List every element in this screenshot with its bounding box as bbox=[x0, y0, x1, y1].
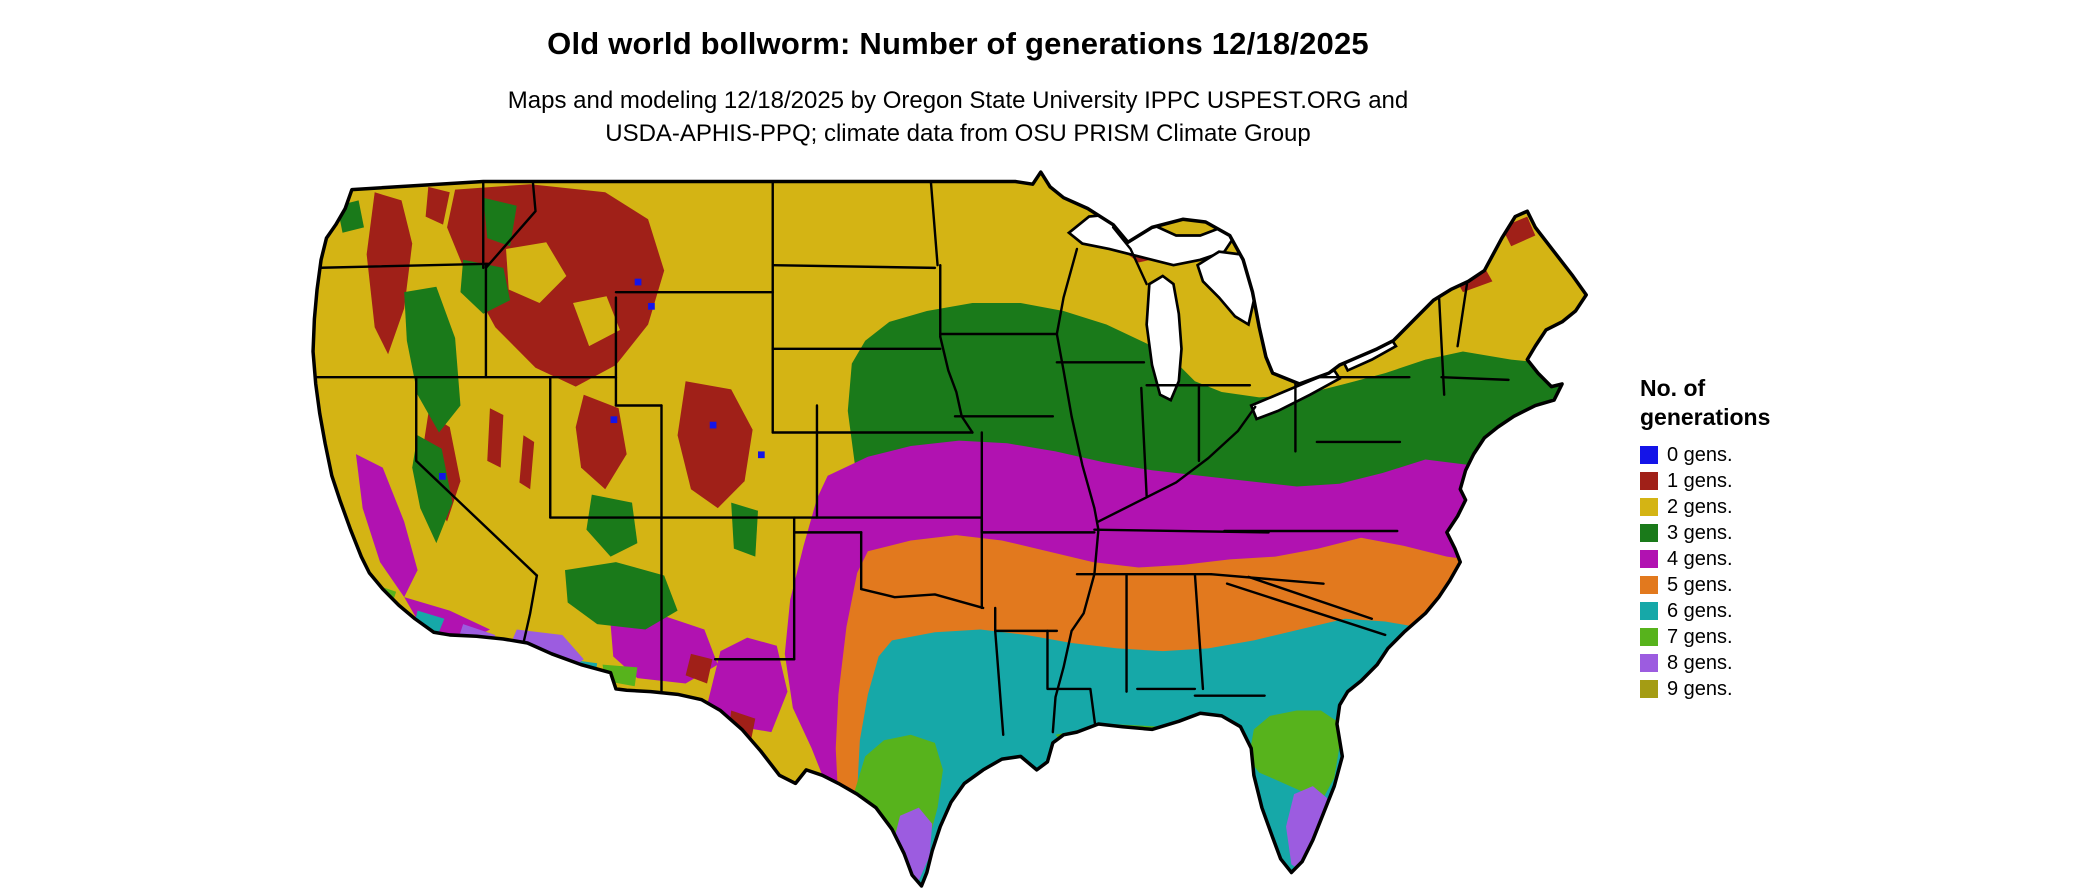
legend-title: No. of generations bbox=[1640, 374, 1860, 432]
region-1-gens-s-nm bbox=[685, 653, 713, 684]
region-3-gens-or-cascades bbox=[404, 286, 461, 433]
lake-huron bbox=[1195, 250, 1256, 327]
region-0-gens-speck-4 bbox=[610, 416, 618, 424]
region-1-gens-nv-range-1 bbox=[487, 408, 504, 468]
legend-label-4: 4 gens. bbox=[1667, 548, 1733, 570]
legend-swatch-3 bbox=[1640, 524, 1658, 542]
legend-swatch-4 bbox=[1640, 550, 1658, 568]
legend-swatch-8 bbox=[1640, 654, 1658, 672]
subtitle-line-1: Maps and modeling 12/18/2025 by Oregon S… bbox=[507, 87, 1409, 114]
region-9-gens-keys-3 bbox=[1229, 879, 1237, 884]
map-title: Old world bollworm: Number of generation… bbox=[547, 26, 1369, 61]
legend-swatch-9 bbox=[1640, 680, 1658, 698]
legend-item-5: 5 gens. bbox=[1640, 572, 1860, 598]
legend-swatch-7 bbox=[1640, 628, 1658, 646]
legend-label-7: 7 gens. bbox=[1667, 626, 1733, 648]
legend-item-2: 2 gens. bbox=[1640, 494, 1860, 520]
legend-swatch-1 bbox=[1640, 472, 1658, 490]
legend-swatch-2 bbox=[1640, 498, 1658, 516]
legend-swatch-0 bbox=[1640, 446, 1658, 464]
region-7-gens-az-spot bbox=[602, 664, 638, 687]
region-4-gens-elpaso bbox=[707, 637, 788, 733]
map-subtitle: Maps and modeling 12/18/2025 by Oregon S… bbox=[0, 84, 1916, 150]
region-2-gens-mottle-2 bbox=[573, 296, 620, 347]
legend-label-1: 1 gens. bbox=[1667, 470, 1733, 492]
legend-item-4: 4 gens. bbox=[1640, 546, 1860, 572]
map-regions bbox=[313, 172, 1587, 886]
region-1-gens-nv-range-2 bbox=[519, 435, 535, 490]
legend-label-9: 9 gens. bbox=[1667, 678, 1733, 700]
legend-label-6: 6 gens. bbox=[1667, 600, 1733, 622]
region-3-gens-n-idaho bbox=[483, 197, 517, 247]
region-8-gens-south-florida bbox=[1286, 786, 1329, 870]
legend-items: 0 gens. 1 gens. 2 gens. 3 gens. 4 gens. 5 gen… bbox=[1640, 442, 1860, 702]
lake-michigan bbox=[1145, 274, 1183, 402]
legend-label-2: 2 gens. bbox=[1667, 496, 1733, 518]
region-3-gens-sierra bbox=[412, 435, 453, 544]
legend-item-6: 6 gens. bbox=[1640, 598, 1860, 624]
legend-item-8: 8 gens. bbox=[1640, 650, 1860, 676]
legend-label-8: 8 gens. bbox=[1667, 652, 1733, 674]
region-1-gens-co-rockies bbox=[677, 381, 753, 509]
legend-item-7: 7 gens. bbox=[1640, 624, 1860, 650]
region-4-gens-central-valley bbox=[355, 454, 418, 598]
region-3-gens-sangre bbox=[731, 502, 758, 557]
region-0-gens-speck-1 bbox=[634, 278, 642, 286]
region-7-gens-florida bbox=[1248, 710, 1340, 803]
subtitle-line-2: USDA-APHIS-PPQ; climate data from OSU PR… bbox=[605, 120, 1311, 147]
region-1-gens-ne-wa bbox=[425, 186, 450, 225]
us-outline bbox=[311, 170, 1588, 888]
legend-label-0: 0 gens. bbox=[1667, 444, 1733, 466]
region-9-gens-keys-1 bbox=[1243, 881, 1252, 886]
legend-title-line-1: No. of bbox=[1640, 375, 1706, 401]
region-0-gens-speck-5 bbox=[439, 472, 446, 480]
region-6-gens-band bbox=[857, 618, 1587, 886]
legend-swatch-5 bbox=[1640, 576, 1658, 594]
region-3-gens-s-utah bbox=[586, 494, 638, 557]
us-generations-map bbox=[305, 168, 1605, 890]
legend-item-3: 3 gens. bbox=[1640, 520, 1860, 546]
map-svg bbox=[311, 170, 1588, 888]
legend-title-line-2: generations bbox=[1640, 404, 1771, 430]
legend-item-0: 0 gens. bbox=[1640, 442, 1860, 468]
legend-swatch-6 bbox=[1640, 602, 1658, 620]
legend-item-9: 9 gens. bbox=[1640, 676, 1860, 702]
region-2-gens-mottle-1 bbox=[506, 242, 567, 303]
region-3-gens-mogollon bbox=[565, 562, 678, 630]
legend: No. of generations 0 gens. 1 gens. 2 gens.… bbox=[1640, 374, 1860, 702]
region-9-gens-keys-2 bbox=[1256, 883, 1264, 886]
great-lakes bbox=[1066, 212, 1398, 421]
legend-item-1: 1 gens. bbox=[1640, 468, 1860, 494]
region-0-gens-speck-2 bbox=[648, 302, 655, 310]
region-0-gens-speck-3 bbox=[709, 421, 717, 429]
legend-label-3: 3 gens. bbox=[1667, 522, 1733, 544]
state-borders bbox=[313, 180, 1510, 737]
region-1-gens-cascades bbox=[366, 192, 413, 355]
legend-label-5: 5 gens. bbox=[1667, 574, 1733, 596]
region-0-gens-speck-6 bbox=[757, 451, 765, 459]
